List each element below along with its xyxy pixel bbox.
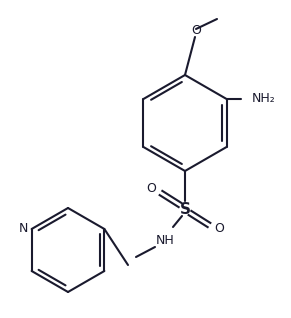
Text: NH₂: NH₂	[251, 93, 275, 106]
Text: NH: NH	[156, 234, 174, 247]
Text: O: O	[191, 24, 201, 38]
Text: O: O	[146, 183, 156, 196]
Text: O: O	[214, 223, 224, 236]
Text: N: N	[19, 223, 28, 236]
Text: S: S	[180, 202, 191, 217]
